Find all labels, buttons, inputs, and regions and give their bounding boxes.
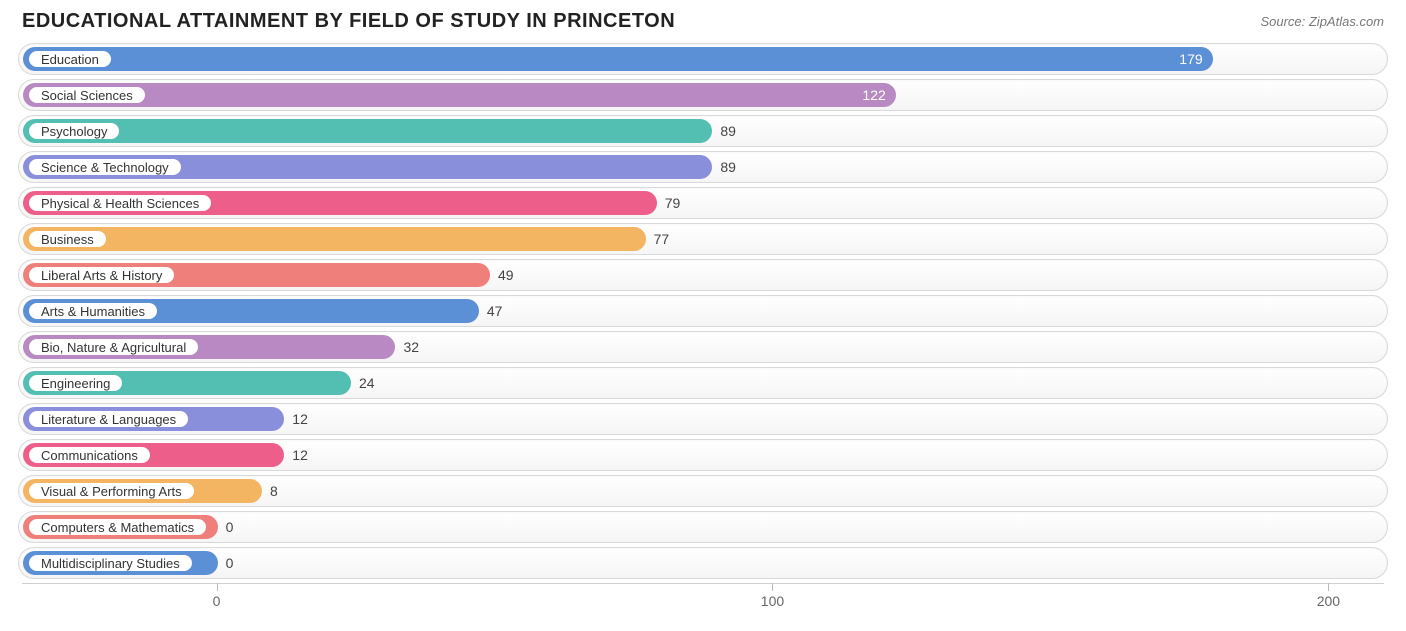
bar-track: Psychology 89 — [18, 115, 1388, 147]
bar-track: Literature & Languages 12 — [18, 403, 1388, 435]
bar-label: Business — [41, 232, 94, 247]
bar-label-pill: Literature & Languages — [27, 409, 190, 429]
bar: 122 — [23, 83, 896, 107]
bar-label-pill: Education — [27, 49, 113, 69]
bar-value: 89 — [712, 119, 736, 143]
bar-label: Visual & Performing Arts — [41, 484, 182, 499]
axis-tick-label: 0 — [213, 593, 221, 609]
axis-line — [22, 583, 1384, 584]
axis-tick-label: 200 — [1317, 593, 1340, 609]
bar: 179 — [23, 47, 1213, 71]
bar-label: Computers & Mathematics — [41, 520, 194, 535]
bar-label: Education — [41, 52, 99, 67]
bar-track: Liberal Arts & History 49 — [18, 259, 1388, 291]
bar-track: Bio, Nature & Agricultural 32 — [18, 331, 1388, 363]
bar-track: Business 77 — [18, 223, 1388, 255]
bar-value: 89 — [712, 155, 736, 179]
bar-value: 77 — [646, 227, 670, 251]
bar-value: 0 — [218, 551, 234, 575]
chart-title: EDUCATIONAL ATTAINMENT BY FIELD OF STUDY… — [22, 10, 675, 33]
chart-source: Source: ZipAtlas.com — [1260, 10, 1384, 29]
axis-tick — [217, 583, 218, 591]
bar-label-pill: Arts & Humanities — [27, 301, 159, 321]
axis-tick — [772, 583, 773, 591]
bar-track: Computers & Mathematics 0 — [18, 511, 1388, 543]
axis-tick — [1328, 583, 1329, 591]
bar-value: 47 — [479, 299, 503, 323]
bar-value: 179 — [1179, 47, 1202, 71]
bar-label-pill: Engineering — [27, 373, 124, 393]
bar-label: Liberal Arts & History — [41, 268, 162, 283]
bar-label-pill: Physical & Health Sciences — [27, 193, 213, 213]
bar-value: 79 — [657, 191, 681, 215]
bar-label: Literature & Languages — [41, 412, 176, 427]
bar — [23, 227, 646, 251]
bar-label-pill: Computers & Mathematics — [27, 517, 208, 537]
chart-plot: 179 Education 122 Social Sciences Psychology… — [18, 43, 1388, 623]
bar-track: 122 Social Sciences — [18, 79, 1388, 111]
bar-value: 32 — [395, 335, 419, 359]
bar-value: 8 — [262, 479, 278, 503]
bar-value: 49 — [490, 263, 514, 287]
bar-label-pill: Social Sciences — [27, 85, 147, 105]
bar-label-pill: Science & Technology — [27, 157, 183, 177]
bar-value: 12 — [284, 407, 308, 431]
bar-track: Arts & Humanities 47 — [18, 295, 1388, 327]
bar-label: Communications — [41, 448, 138, 463]
bar-label: Engineering — [41, 376, 110, 391]
bar-track: Communications 12 — [18, 439, 1388, 471]
bar-track: Physical & Health Sciences 79 — [18, 187, 1388, 219]
chart-header: EDUCATIONAL ATTAINMENT BY FIELD OF STUDY… — [18, 10, 1388, 43]
bar-track: Science & Technology 89 — [18, 151, 1388, 183]
bar-label-pill: Bio, Nature & Agricultural — [27, 337, 200, 357]
bar-value: 122 — [862, 83, 885, 107]
bar-label-pill: Liberal Arts & History — [27, 265, 176, 285]
bar-value: 0 — [218, 515, 234, 539]
bar — [23, 119, 712, 143]
bar-label-pill: Psychology — [27, 121, 121, 141]
bar-label-pill: Visual & Performing Arts — [27, 481, 196, 501]
bar-label-pill: Multidisciplinary Studies — [27, 553, 194, 573]
bar-value: 24 — [351, 371, 375, 395]
bar-track: Engineering 24 — [18, 367, 1388, 399]
bar-label: Multidisciplinary Studies — [41, 556, 180, 571]
bar-track: Multidisciplinary Studies 0 — [18, 547, 1388, 579]
bar-label: Psychology — [41, 124, 107, 139]
bar-label: Social Sciences — [41, 88, 133, 103]
bar-track: 179 Education — [18, 43, 1388, 75]
bar-label: Physical & Health Sciences — [41, 196, 199, 211]
x-axis: 0 100 200 — [18, 583, 1388, 623]
bar-rows: 179 Education 122 Social Sciences Psychology… — [18, 43, 1388, 579]
bar-label-pill: Communications — [27, 445, 152, 465]
axis-tick-label: 100 — [761, 593, 784, 609]
bar-track: Visual & Performing Arts 8 — [18, 475, 1388, 507]
bar-value: 12 — [284, 443, 308, 467]
bar-label: Arts & Humanities — [41, 304, 145, 319]
bar-label: Bio, Nature & Agricultural — [41, 340, 186, 355]
bar-label-pill: Business — [27, 229, 108, 249]
bar-label: Science & Technology — [41, 160, 169, 175]
